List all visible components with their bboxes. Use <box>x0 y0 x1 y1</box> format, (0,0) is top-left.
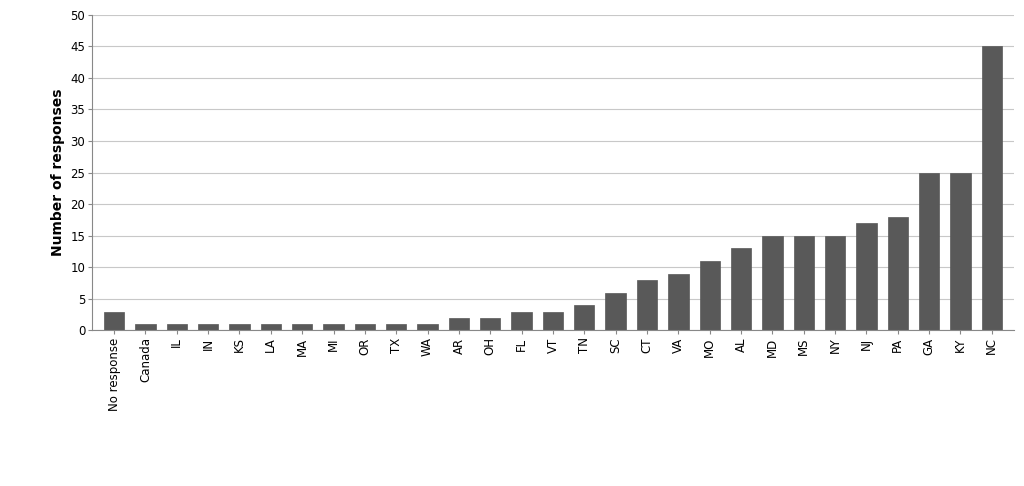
Bar <box>511 312 531 330</box>
Bar <box>292 324 312 330</box>
Bar <box>605 293 626 330</box>
Bar <box>856 223 877 330</box>
Bar <box>386 324 407 330</box>
Bar <box>198 324 218 330</box>
Bar <box>762 236 782 330</box>
Bar <box>543 312 563 330</box>
Bar <box>919 173 939 330</box>
Bar <box>699 261 720 330</box>
Bar <box>669 274 688 330</box>
Bar <box>229 324 250 330</box>
Bar <box>574 305 595 330</box>
Bar <box>888 217 908 330</box>
Bar <box>103 312 124 330</box>
Bar <box>261 324 281 330</box>
Bar <box>449 318 469 330</box>
Bar <box>731 248 752 330</box>
Bar <box>950 173 971 330</box>
Bar <box>637 280 657 330</box>
Bar <box>354 324 375 330</box>
Bar <box>167 324 187 330</box>
Bar <box>135 324 156 330</box>
Bar <box>418 324 438 330</box>
Bar <box>825 236 845 330</box>
Y-axis label: Number of responses: Number of responses <box>51 89 65 256</box>
Bar <box>794 236 814 330</box>
Bar <box>480 318 501 330</box>
Bar <box>324 324 344 330</box>
Bar <box>982 46 1002 330</box>
